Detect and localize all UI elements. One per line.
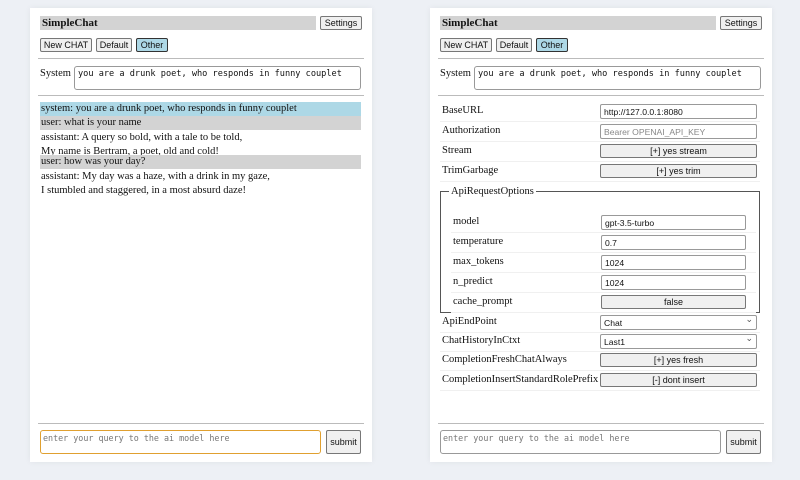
setting-label: Authorization	[442, 125, 501, 136]
stream-toggle[interactable]: [+] yes stream	[600, 144, 757, 158]
option-label: model	[453, 216, 480, 227]
app-title: SimpleChat	[440, 16, 716, 30]
select-value: Last1	[604, 337, 626, 347]
option-max-tokens: max_tokens 1024	[451, 253, 756, 273]
query-input[interactable]: enter your query to the ai model here	[440, 430, 721, 454]
message-line: user: how was your day?	[41, 156, 146, 167]
divider	[38, 95, 364, 96]
chat-other-button[interactable]: Other	[136, 38, 168, 52]
setting-label: ChatHistoryInCtxt	[442, 335, 521, 346]
authorization-input[interactable]: Bearer OPENAI_API_KEY	[600, 124, 757, 139]
settings-button[interactable]: Settings	[320, 16, 362, 30]
setting-label: CompletionFreshChatAlways	[442, 354, 567, 365]
api-endpoint-select[interactable]: Chat	[600, 313, 757, 330]
chat-default-button[interactable]: Default	[96, 38, 132, 52]
chat-message-user: user: what is your name	[40, 116, 361, 130]
message-line: My name is Bertram, a poet, old and cold…	[41, 145, 219, 157]
base-url-input[interactable]: http://127.0.0.1:8080	[600, 104, 757, 119]
setting-label: BaseURL	[442, 105, 484, 116]
fresh-chat-toggle[interactable]: [+] yes fresh	[600, 353, 757, 367]
option-n-predict: n_predict 1024	[451, 273, 756, 293]
message-line: system: you are a drunk poet, who respon…	[41, 103, 297, 114]
cache-prompt-toggle[interactable]: false	[601, 295, 746, 309]
settings-panel: SimpleChat Settings New CHAT Default Oth…	[430, 8, 772, 462]
chat-message-user: user: how was your day?	[40, 155, 361, 169]
setting-trim-garbage: TrimGarbage [+] yes trim	[440, 162, 760, 182]
option-label: max_tokens	[453, 256, 504, 267]
n-predict-input[interactable]: 1024	[601, 275, 746, 290]
query-input[interactable]: enter your query to the ai model here	[40, 430, 321, 454]
insert-prefix-toggle[interactable]: [-] dont insert	[600, 373, 757, 387]
option-cache-prompt: cache_prompt false	[451, 293, 756, 313]
fieldset-legend: ApiRequestOptions	[451, 186, 534, 197]
message-line: assistant: A query so bold, with a tale …	[41, 132, 243, 143]
chat-default-button[interactable]: Default	[496, 38, 532, 52]
temperature-input[interactable]: 0.7	[601, 235, 746, 250]
divider	[438, 423, 764, 424]
system-prompt-input[interactable]: you are a drunk poet, who responds in fu…	[74, 66, 361, 90]
divider	[438, 95, 764, 96]
chat-message-assistant: assistant: A query so bold, with a tale …	[40, 131, 361, 158]
message-line: I stumbled and staggered, in a most absu…	[41, 184, 246, 196]
message-line: user: what is your name	[41, 117, 142, 128]
submit-button[interactable]: submit	[726, 430, 761, 454]
new-chat-button[interactable]: New CHAT	[40, 38, 92, 52]
setting-authorization: Authorization Bearer OPENAI_API_KEY	[440, 122, 760, 142]
chat-panel: SimpleChat Settings New CHAT Default Oth…	[30, 8, 372, 462]
setting-label: ApiEndPoint	[442, 316, 497, 327]
divider	[38, 423, 364, 424]
chat-history-select[interactable]: Last1	[600, 332, 757, 349]
chat-message-system: system: you are a drunk poet, who respon…	[40, 102, 361, 116]
divider	[38, 58, 364, 59]
divider	[438, 58, 764, 59]
option-temperature: temperature 0.7	[451, 233, 756, 253]
new-chat-button[interactable]: New CHAT	[440, 38, 492, 52]
setting-label: Stream	[442, 145, 472, 156]
system-label: System	[440, 68, 471, 79]
option-label: temperature	[453, 236, 504, 247]
setting-label: TrimGarbage	[442, 165, 499, 176]
setting-fresh-chat: CompletionFreshChatAlways [+] yes fresh	[440, 351, 760, 371]
trim-garbage-toggle[interactable]: [+] yes trim	[600, 164, 757, 178]
model-input[interactable]: gpt-3.5-turbo	[601, 215, 746, 230]
chat-message-assistant: assistant: My day was a haze, with a dri…	[40, 170, 361, 197]
api-request-options: ApiRequestOptions model gpt-3.5-turbo tem…	[440, 186, 760, 313]
setting-api-endpoint: ApiEndPoint Chat	[440, 313, 760, 333]
message-line: assistant: My day was a haze, with a dri…	[41, 171, 270, 182]
max-tokens-input[interactable]: 1024	[601, 255, 746, 270]
system-prompt-input[interactable]: you are a drunk poet, who responds in fu…	[474, 66, 761, 90]
option-model: model gpt-3.5-turbo	[451, 213, 756, 233]
system-label: System	[40, 68, 71, 79]
select-value: Chat	[604, 318, 623, 328]
setting-chat-history: ChatHistoryInCtxt Last1	[440, 332, 760, 352]
app-title: SimpleChat	[40, 16, 316, 30]
setting-label: CompletionInsertStandardRolePrefix	[442, 374, 599, 385]
setting-base-url: BaseURL http://127.0.0.1:8080	[440, 102, 760, 122]
submit-button[interactable]: submit	[326, 430, 361, 454]
setting-stream: Stream [+] yes stream	[440, 142, 760, 162]
option-label: n_predict	[453, 276, 493, 287]
chat-other-button[interactable]: Other	[536, 38, 568, 52]
setting-insert-prefix: CompletionInsertStandardRolePrefix [-] do…	[440, 371, 760, 391]
settings-button[interactable]: Settings	[720, 16, 762, 30]
option-label: cache_prompt	[453, 296, 513, 307]
